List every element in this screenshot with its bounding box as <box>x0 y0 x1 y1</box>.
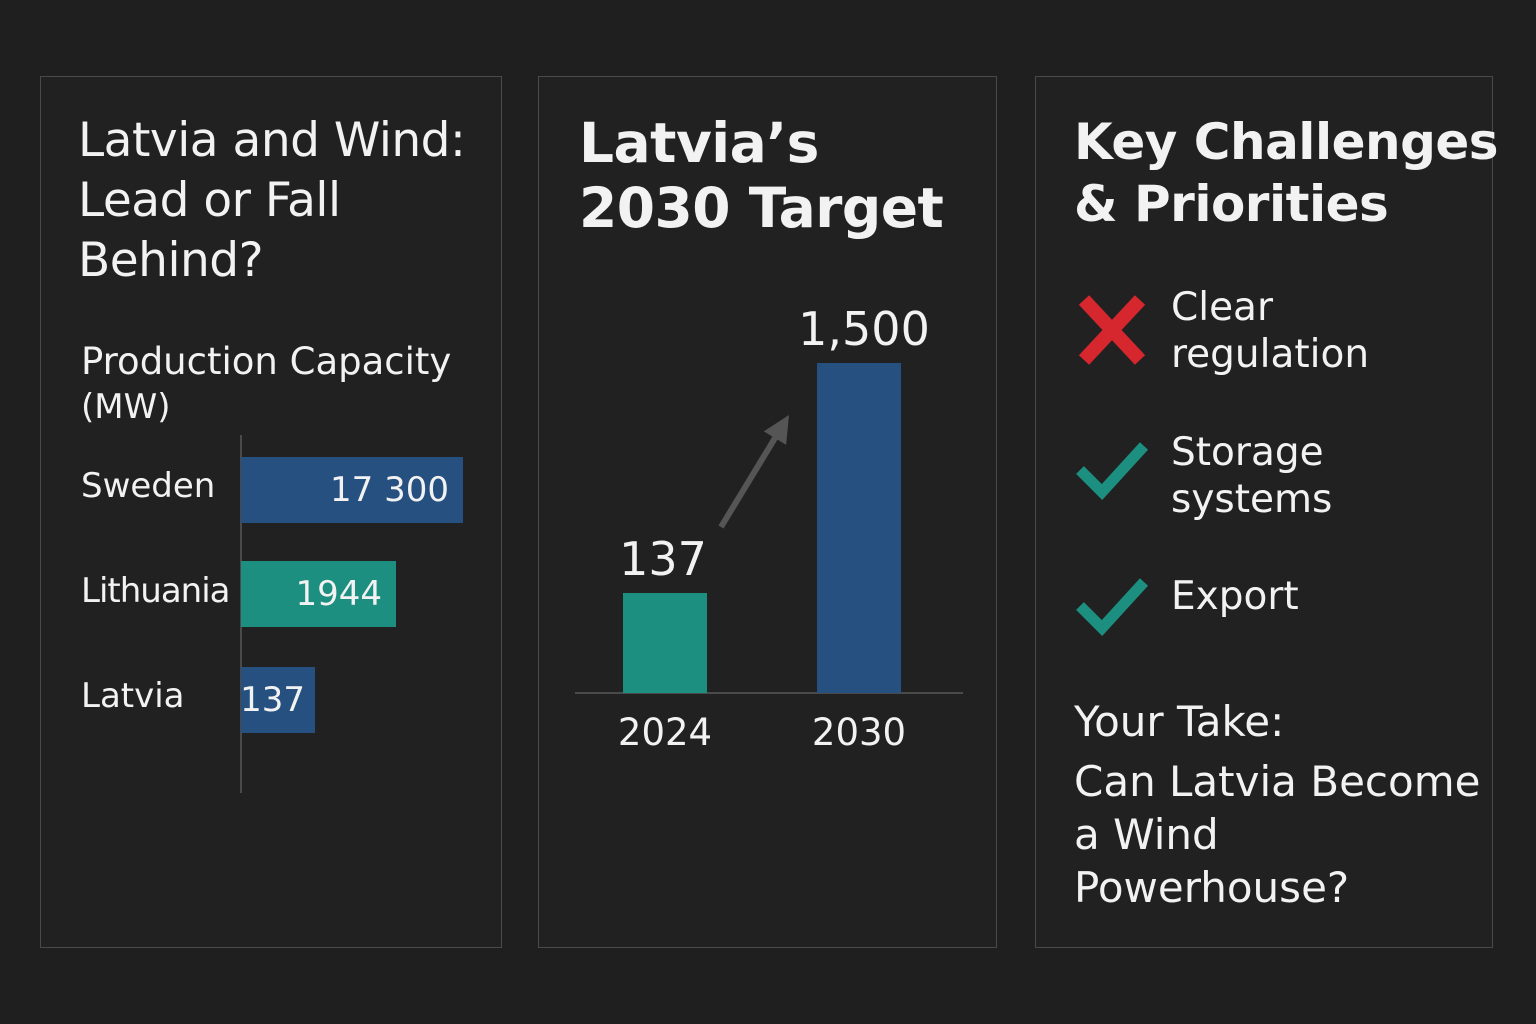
chart-unit: (MW) <box>81 387 171 427</box>
title-line: & Priorities <box>1074 175 1389 233</box>
question-line: a Wind <box>1074 810 1219 859</box>
priority-label-line: systems <box>1171 477 1333 522</box>
title-line: Latvia’s <box>579 111 819 175</box>
bar-label-lithuania: Lithuania <box>81 571 230 611</box>
bar-value-label: 1944 <box>295 574 382 614</box>
panel-title: Key Challenges & Priorities <box>1074 111 1499 235</box>
priority-label: Clear regulation <box>1171 284 1369 378</box>
check-icon <box>1076 578 1149 636</box>
bar-2030 <box>817 363 901 693</box>
panel-title: Latvia’s 2030 Target <box>579 111 979 241</box>
tick-label: 2024 <box>618 711 712 754</box>
priority-label-line: Storage <box>1171 430 1324 475</box>
challenges-panel: Key Challenges & Priorities Clear regula… <box>1035 76 1499 948</box>
bar-lithuania: 1944 <box>241 561 396 627</box>
capacity-panel: Latvia and Wind: Lead or Fall Behind? Pr… <box>40 76 502 948</box>
priority-label-line: regulation <box>1171 332 1370 377</box>
arrow-up-icon <box>763 415 789 445</box>
check-icon <box>1076 442 1149 500</box>
bar-value-label: 137 <box>240 680 305 720</box>
tick-label: 2030 <box>812 711 906 754</box>
title-line: Latvia and Wind: <box>78 113 466 168</box>
title-line: Key Challenges <box>1074 113 1499 171</box>
bar-label-latvia: Latvia <box>81 676 185 716</box>
question-line: Powerhouse? <box>1074 863 1350 912</box>
target-panel: Latvia’s 2030 Target 137 2024 1,500 2030 <box>538 76 997 948</box>
chart-title: Production Capacity <box>81 340 452 383</box>
bar-latvia: 137 <box>240 667 315 733</box>
bar-sweden: 17 300 <box>241 457 463 523</box>
question-line: Can Latvia Become <box>1074 757 1481 806</box>
take-question: Can Latvia Become a Wind Powerhouse? <box>1074 755 1489 914</box>
cross-icon <box>1078 295 1146 365</box>
bar-2024 <box>623 593 707 693</box>
panel-title: Latvia and Wind: Lead or Fall Behind? <box>78 111 498 291</box>
title-line: Behind? <box>78 233 264 288</box>
target-bar-chart: 137 2024 1,500 2030 <box>575 302 963 754</box>
bar-value-label: 137 <box>619 532 707 586</box>
bar-label-sweden: Sweden <box>81 466 216 506</box>
trend-arrow-line <box>718 430 782 529</box>
bar-value-label: 17 300 <box>330 470 449 510</box>
priority-label-line: Clear <box>1171 285 1273 330</box>
title-line: Lead or Fall <box>78 173 341 228</box>
priority-label-line: Export <box>1171 574 1299 619</box>
priority-label: Export <box>1171 573 1299 620</box>
title-line: 2030 Target <box>579 176 944 240</box>
priority-label: Storage systems <box>1171 429 1332 523</box>
bar-value-label: 1,500 <box>798 302 930 356</box>
take-heading: Your Take: <box>1074 697 1285 746</box>
